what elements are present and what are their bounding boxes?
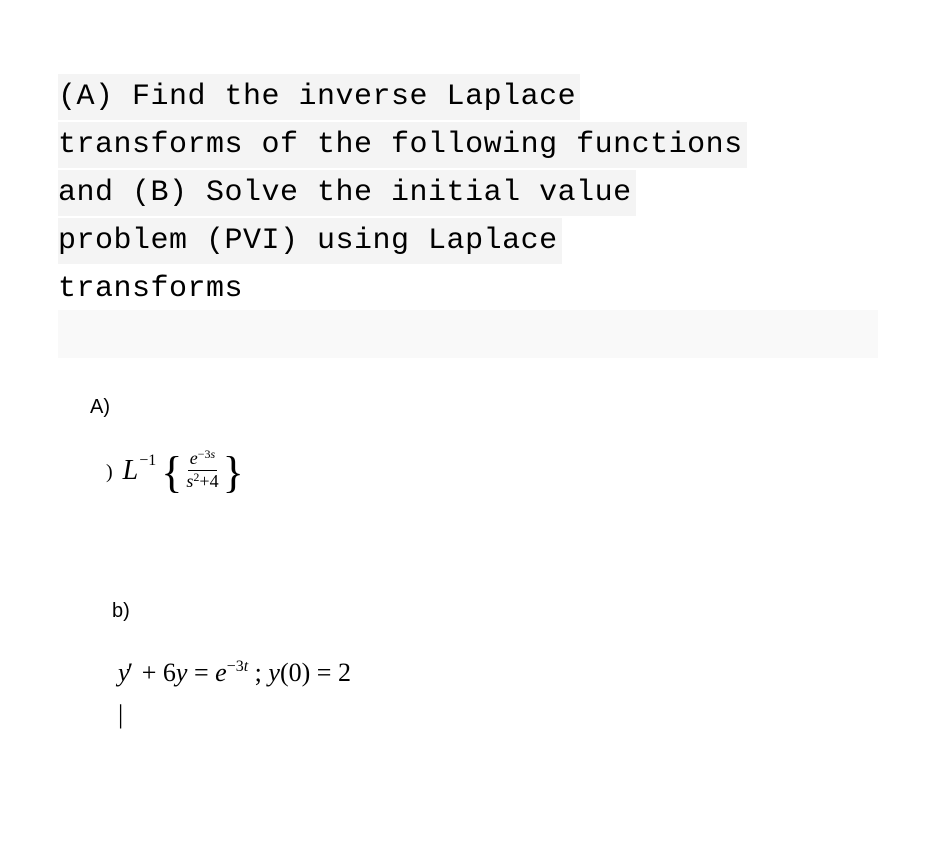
- ic-open: (: [280, 658, 289, 687]
- denominator: s2+4: [184, 471, 220, 493]
- numerator-base: e: [190, 448, 198, 468]
- numerator: e−3s: [188, 448, 217, 471]
- statement-line-5: transforms: [58, 266, 247, 312]
- coef6: 6: [163, 658, 176, 687]
- laplace-operator: L: [123, 455, 139, 487]
- statement-spacer: [58, 310, 878, 358]
- part-b-label: b): [112, 600, 130, 623]
- ic-eq: =: [310, 658, 338, 687]
- ic-y: y: [268, 658, 280, 687]
- plus: +: [135, 658, 163, 687]
- part-a-expression: ) L −1 { e−3s s2+4 }: [106, 448, 244, 493]
- statement-line-1: (A) Find the inverse Laplace: [58, 74, 580, 120]
- part-b-equation: y′ + 6y = e−3t ; y(0) = 2: [118, 658, 351, 688]
- statement-line-2: transforms of the following functions: [58, 122, 747, 168]
- numerator-exponent: −3s: [198, 447, 215, 461]
- e-base: e: [215, 658, 227, 687]
- inverse-exponent: −1: [139, 452, 156, 470]
- statement-line-3: and (B) Solve the initial value: [58, 170, 636, 216]
- part-a-label: A): [90, 396, 110, 419]
- ic-val: 2: [338, 658, 351, 687]
- e-exponent: −3t: [227, 658, 248, 675]
- problem-statement: (A) Find the inverse Laplace transforms …: [58, 74, 878, 314]
- fraction: e−3s s2+4: [184, 448, 220, 493]
- leading-paren: ): [106, 461, 113, 484]
- separator: ;: [248, 658, 268, 687]
- ic-zero: 0: [289, 658, 302, 687]
- equals: =: [187, 658, 215, 687]
- statement-line-4: problem (PVI) using Laplace: [58, 218, 562, 264]
- ic-close: ): [302, 658, 311, 687]
- prime: ′: [128, 658, 134, 687]
- y2: y: [176, 658, 188, 687]
- denominator-s-exp: 2: [193, 470, 199, 484]
- text-cursor: |: [118, 700, 123, 730]
- page-root: { "statement": { "lines": [ "(A) Find th…: [0, 0, 932, 844]
- denominator-plus4: +4: [199, 471, 218, 491]
